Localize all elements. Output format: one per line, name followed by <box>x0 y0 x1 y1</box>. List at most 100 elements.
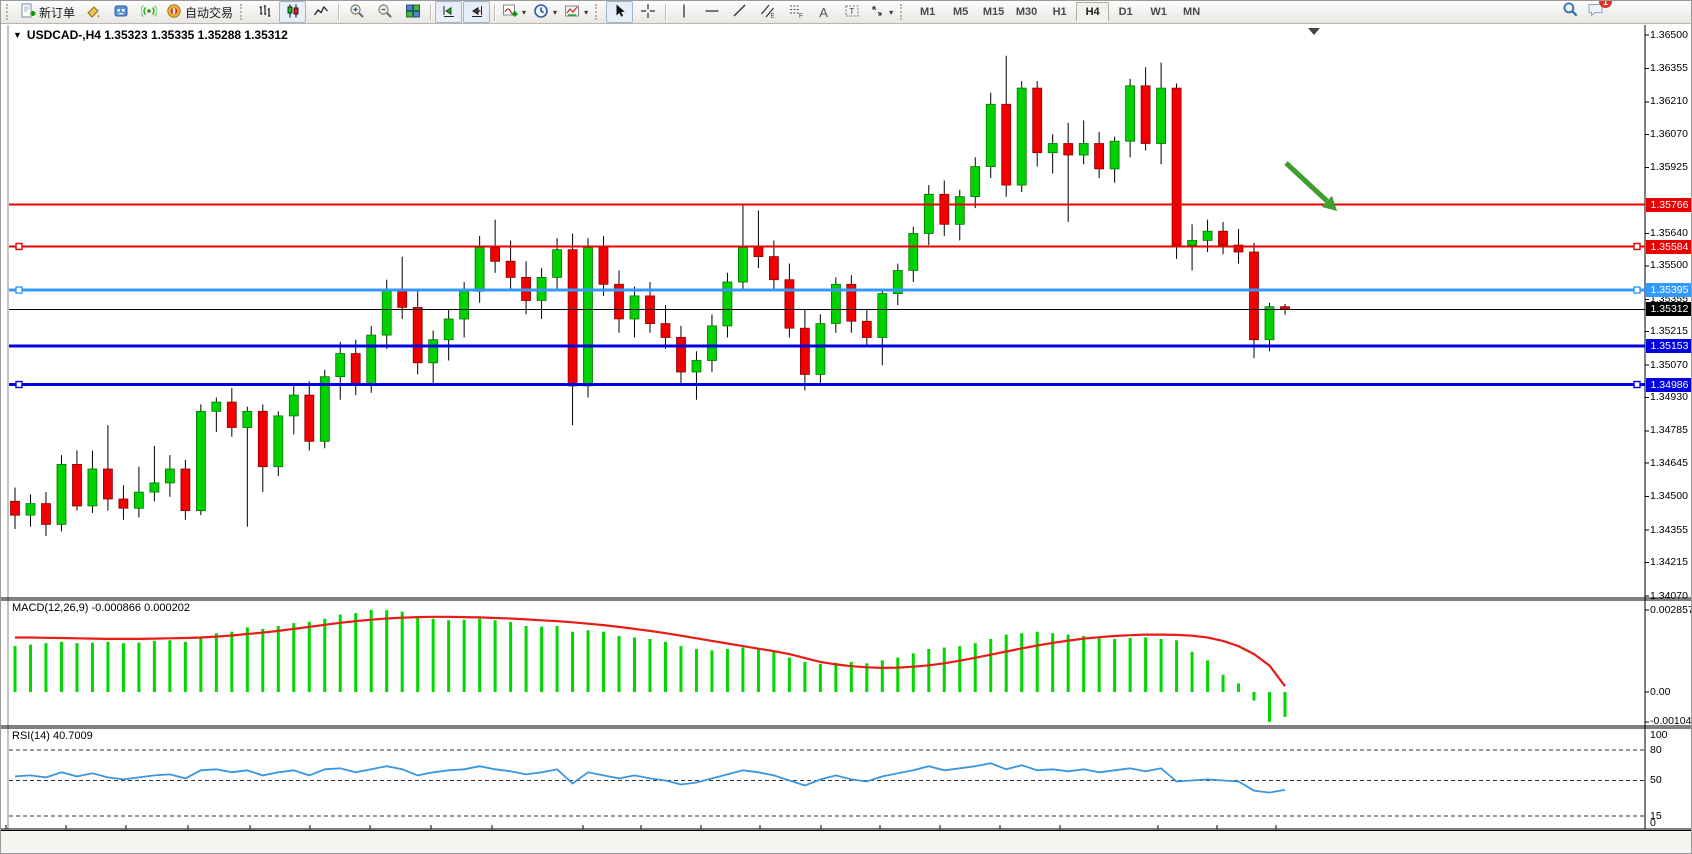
timeframe-W1-button[interactable]: W1 <box>1150 6 1167 18</box>
price-line-tag: 1.35153 <box>1646 339 1691 353</box>
horizontal-line-tool-button[interactable] <box>698 1 725 23</box>
time-axis[interactable]: 11 Aug 202314 Aug 04:0014 Aug 20:0015 Au… <box>1 830 1691 853</box>
auto-scroll-button[interactable] <box>435 1 463 23</box>
rsi-tick: 100 <box>1650 728 1668 741</box>
equidistant-channel-icon: E <box>760 3 776 22</box>
trendline-icon <box>732 3 748 22</box>
timeframe-H4-button[interactable]: H4 <box>1076 2 1110 22</box>
timeframe-M1-button[interactable]: M1 <box>919 6 936 18</box>
price-tick: 1.35500 <box>1650 259 1688 272</box>
toolbar-separator <box>338 3 340 21</box>
zoom-in-button[interactable] <box>343 1 370 23</box>
price-tick: 1.34355 <box>1650 523 1688 536</box>
indicators-button[interactable]: ▾ <box>499 1 529 23</box>
signal-icon <box>139 3 158 22</box>
bar-chart-button[interactable] <box>251 1 278 23</box>
auto-scroll-icon <box>441 3 457 22</box>
timeframe-bar: M1 M5 M15 M30 H1 H4 D1 W1 MN <box>911 2 1208 22</box>
price-tick: 1.35640 <box>1650 227 1688 239</box>
notifications-button[interactable]: 1 <box>1587 1 1612 23</box>
chevron-down-icon: ▼ <box>13 30 22 40</box>
svg-text:F: F <box>799 12 803 19</box>
search-icon[interactable] <box>1562 1 1579 23</box>
templates-button[interactable]: ▾ <box>561 1 591 23</box>
price-tick: 1.34645 <box>1650 456 1688 469</box>
fibonacci-icon: F <box>788 3 804 22</box>
macd-tick: -0.001043 <box>1650 715 1692 728</box>
rsi-tick: 50 <box>1650 774 1662 786</box>
paint-bucket-icon <box>85 3 101 22</box>
auto-trading-label: 自动交易 <box>185 5 234 20</box>
chart-styles-button[interactable] <box>79 1 106 23</box>
channel-tool-button[interactable]: E <box>754 1 781 23</box>
macd-indicator-label: MACD(12,26,9) -0.000866 0.000202 <box>12 602 190 614</box>
timeframe-M5-button[interactable]: M5 <box>952 6 969 18</box>
signals-button[interactable] <box>135 1 162 23</box>
symbol-ohlc-text: USDCAD-,H4 1.35323 1.35335 1.35288 1.353… <box>26 28 288 42</box>
macd-tick: 0.002857 <box>1650 603 1692 616</box>
macd-tick: 0.00 <box>1650 685 1671 698</box>
dropdown-caret-icon: ▾ <box>584 7 589 17</box>
price-tick: 1.34500 <box>1650 490 1688 503</box>
svg-text:T: T <box>849 6 854 16</box>
toolbar-grip[interactable] <box>900 4 907 20</box>
price-line-tag: 1.34986 <box>1646 377 1691 392</box>
zoom-in-icon <box>349 3 365 22</box>
price-line-tag: 1.35395 <box>1646 283 1691 298</box>
toolbar-grip[interactable] <box>240 4 247 20</box>
candlestick-icon <box>285 3 301 22</box>
text-tool-button[interactable]: A <box>810 1 837 23</box>
price-line-tag: 1.35766 <box>1646 197 1691 212</box>
auto-trading-button[interactable]: 自动交易 <box>163 1 236 23</box>
price-tick: 1.36070 <box>1650 127 1688 140</box>
timeframe-MN-button[interactable]: MN <box>1183 6 1201 18</box>
rsi-tick: 0 <box>1650 816 1656 829</box>
candlestick-chart-button[interactable] <box>279 1 307 23</box>
vertical-line-tool-button[interactable] <box>670 1 697 23</box>
zoom-out-button[interactable] <box>371 1 398 23</box>
svg-text:E: E <box>770 13 774 19</box>
symbol-ohlc-label[interactable]: ▼ USDCAD-,H4 1.35323 1.35335 1.35288 1.3… <box>13 28 288 42</box>
rsi-tick: 15 <box>1650 809 1662 822</box>
expert-advisor-icon <box>113 3 129 22</box>
trendline-tool-button[interactable] <box>726 1 753 23</box>
fibonacci-tool-button[interactable]: F <box>782 1 809 23</box>
toolbar-grip[interactable] <box>6 4 13 20</box>
bar-chart-icon <box>257 3 273 22</box>
price-tick: 1.35925 <box>1650 161 1688 174</box>
text-label-tool-button[interactable]: T <box>838 1 865 23</box>
new-order-icon <box>20 3 36 22</box>
toolbar-separator <box>430 3 432 21</box>
price-tick: 1.34070 <box>1650 589 1688 602</box>
chart-shift-button[interactable] <box>463 1 491 23</box>
expert-advisors-button[interactable] <box>107 1 134 23</box>
templates-icon <box>564 3 580 22</box>
timeframe-M15-button[interactable]: M15 <box>982 6 1005 18</box>
price-tick: 1.35070 <box>1650 358 1688 371</box>
timeframe-D1-button[interactable]: D1 <box>1118 6 1133 18</box>
price-line-tag: 1.35312 <box>1646 302 1691 317</box>
timeframe-M30-button[interactable]: M30 <box>1015 6 1038 18</box>
crosshair-tool-button[interactable] <box>634 1 661 23</box>
arrows-tool-button[interactable]: ▾ <box>866 1 896 23</box>
indicators-icon <box>502 3 518 22</box>
periods-button[interactable]: ▾ <box>530 1 560 23</box>
arrows-tool-icon <box>869 3 885 22</box>
price-tick: 1.35215 <box>1650 325 1688 338</box>
chart-shift-icon <box>469 3 485 22</box>
price-tick: 1.34785 <box>1650 424 1688 437</box>
timeframe-H1-button[interactable]: H1 <box>1052 6 1067 18</box>
toolbar-grip[interactable] <box>595 4 602 20</box>
zoom-out-icon <box>377 3 393 22</box>
cursor-tool-button[interactable] <box>606 1 634 23</box>
rsi-indicator-label: RSI(14) 40.7009 <box>12 730 93 742</box>
cursor-icon <box>612 3 628 22</box>
horizontal-line-icon <box>704 3 720 22</box>
line-chart-button[interactable] <box>307 1 334 23</box>
new-order-button[interactable]: 新订单 <box>17 1 78 23</box>
text-tool-icon: A <box>819 4 828 20</box>
tile-windows-button[interactable] <box>399 1 426 23</box>
dropdown-caret-icon: ▾ <box>889 7 894 17</box>
